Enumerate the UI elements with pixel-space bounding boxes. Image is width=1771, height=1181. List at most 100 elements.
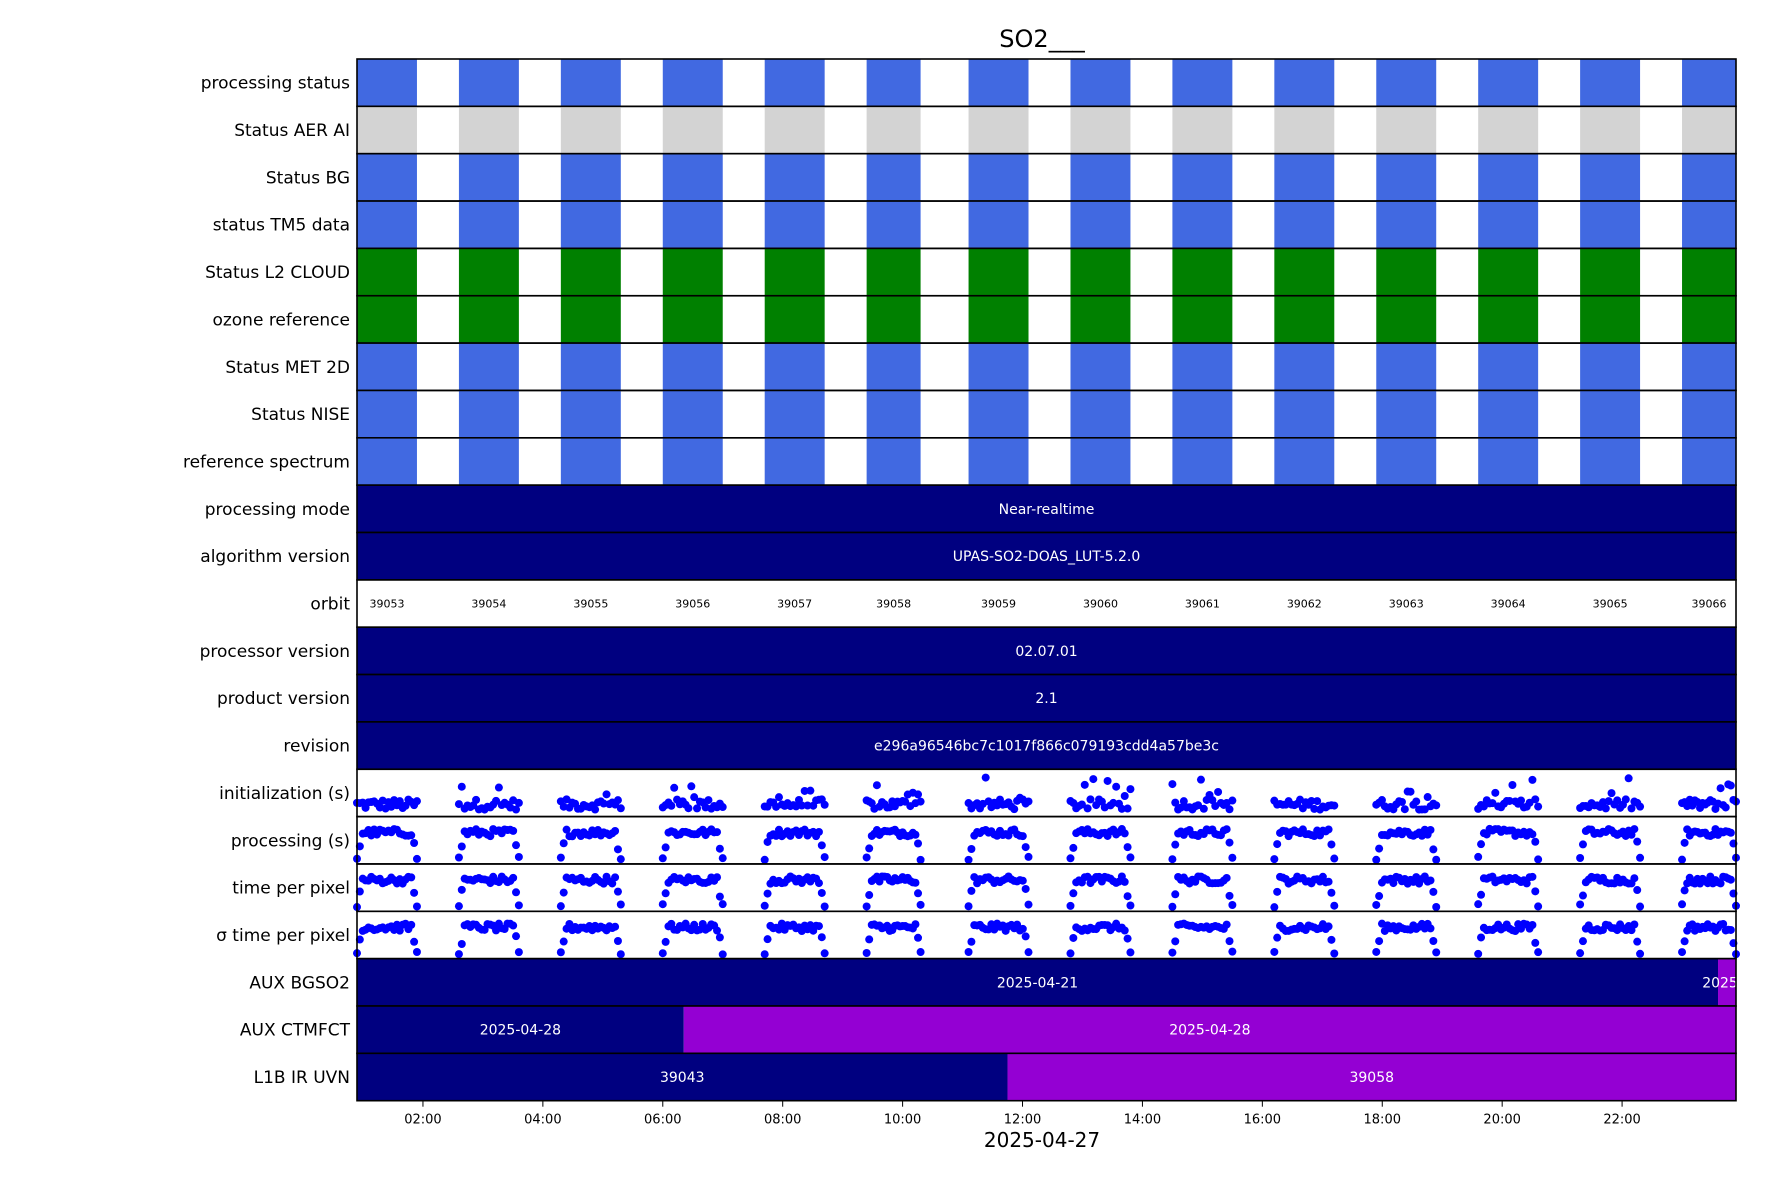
scatter-point [1273,887,1282,896]
scatter-point [1633,886,1642,895]
scatter-point [1120,829,1129,838]
scatter-point [1578,840,1587,849]
orbit-label: 39059 [981,598,1016,611]
scatter-point [658,854,667,863]
scatter-point [1528,872,1537,881]
scatter-point [611,922,620,931]
status-block [1070,153,1131,202]
scatter-point [820,949,829,958]
band-label: 2025-04-28 [480,1023,561,1039]
scatter-point [1375,844,1384,853]
scatter-point [613,796,622,805]
status-block [968,248,1029,296]
status-block [866,437,921,486]
scatter-point [355,842,364,851]
status-block [560,59,621,107]
status-block [1274,248,1335,296]
scatter-point [1270,855,1279,864]
scatter-point [862,853,871,862]
status-block [1172,248,1233,296]
row-label: ozone reference [212,310,350,330]
row-label: orbit [310,595,350,615]
scatter-point [611,873,620,882]
scatter-point [1474,852,1483,861]
scatter-point [1432,801,1441,810]
scatter-point [509,826,518,835]
orbit-label: 39062 [1287,598,1322,611]
scatter-point [1179,797,1188,806]
scatter-point [613,887,622,896]
status-block [866,153,921,202]
scatter-point [514,798,523,807]
status-block [1376,390,1437,438]
status-block [357,343,417,391]
scatter-point [1126,785,1135,794]
scatter-point [1021,884,1030,893]
scatter-point [1633,837,1642,846]
status-block [1478,437,1539,486]
scatter-point [1576,854,1585,863]
scatter-point [981,773,990,782]
scatter-point [1576,949,1585,958]
scatter-point [1222,825,1231,834]
status-block [1070,390,1131,438]
chart-row: ozone reference [212,294,1737,344]
scatter-point [715,844,724,853]
orbit-label: 39058 [876,598,911,611]
status-block [866,295,921,344]
status-block [458,201,519,249]
status-block [968,59,1029,107]
scatter-point [556,948,565,957]
scatter-point [1627,804,1636,813]
scatter-point [760,950,769,959]
band-segment [357,674,1736,722]
status-block [1682,201,1736,249]
scatter-point [914,889,923,898]
scatter-point [1372,947,1381,956]
x-axis-label: 2025-04-27 [984,1128,1100,1152]
scatter-point [1630,920,1639,929]
status-block [1580,343,1641,391]
scatter-point [1531,938,1540,947]
x-tick-label: 06:00 [644,1113,681,1128]
scatter-point [608,879,617,888]
status-block [1172,437,1233,486]
scatter-point [616,950,625,959]
scatter-point [1171,840,1180,849]
scatter-point [718,950,727,959]
status-block [1274,153,1335,202]
band-label: Near-realtime [999,502,1095,518]
chart-row: revision e296a96546bc7c1017f866c079193cdd… [283,721,1737,771]
scatter-point [454,853,463,862]
band-label: 2.1 [1035,691,1057,707]
scatter-point [797,801,806,810]
chart-row: processing mode Near-realtime [205,484,1737,534]
scatter-point [1716,879,1725,888]
scatter-point [1126,948,1135,957]
scatter-point [814,827,823,836]
status-block [458,153,519,202]
status-block [662,201,723,249]
scatter-point [661,889,670,898]
scatter-point [412,797,421,806]
scatter-point [713,873,722,882]
scatter-point [392,920,401,929]
status-block [764,295,825,344]
scatter-point [658,949,667,958]
scatter-point [1196,775,1205,784]
chart-title: SO2___ [999,25,1085,53]
status-block [1274,437,1335,486]
scatter-point [1636,949,1645,958]
status-block [1376,295,1437,344]
status-block [560,295,621,344]
scatter-point [715,892,724,901]
band-label: 39043 [660,1070,705,1086]
scatter-point [718,900,727,909]
scatter-point [916,948,925,957]
scatter-point [613,845,622,854]
status-block [1682,437,1736,486]
chart-row: processing status [201,58,1737,108]
scatter-point [1578,937,1587,946]
row-border [356,1052,1737,1102]
scatter-point [1726,781,1735,790]
